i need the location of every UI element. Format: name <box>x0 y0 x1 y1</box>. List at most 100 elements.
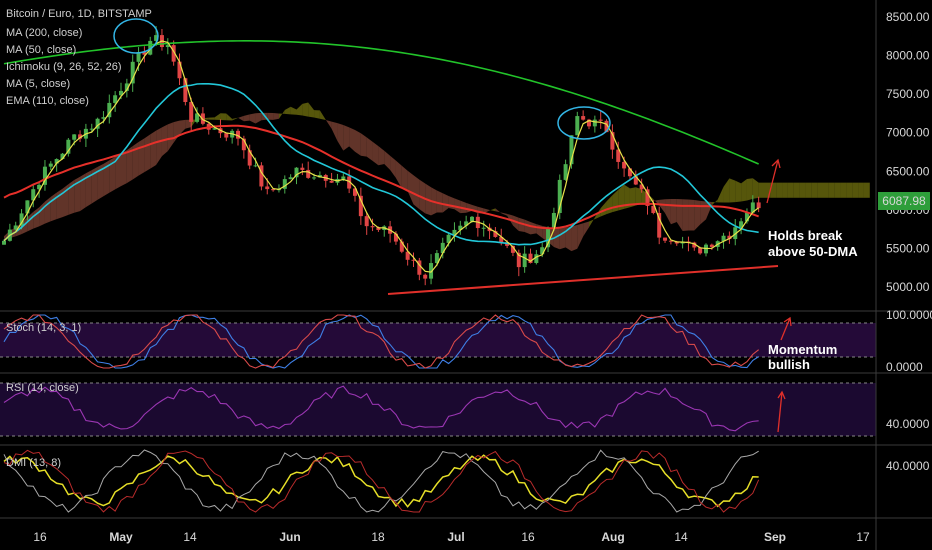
legend-dmi: DMI (13, 8) <box>6 457 61 469</box>
cloud-segment <box>846 182 853 198</box>
cloud-segment <box>823 182 829 198</box>
candle-body <box>429 263 434 279</box>
price-tick: 6500.00 <box>886 164 930 178</box>
cloud-segment <box>659 199 666 214</box>
cloud-segment <box>103 160 110 197</box>
candle-body <box>195 113 200 122</box>
cloud-segment <box>676 199 683 231</box>
cloud-segment <box>97 163 104 200</box>
candle-body <box>563 164 568 180</box>
cloud-segment <box>495 208 502 214</box>
arrow-stoch <box>780 316 792 341</box>
cloud-segment <box>238 115 244 122</box>
candle-body <box>171 45 176 62</box>
legend-ema110: EMA (110, close) <box>6 95 89 107</box>
cloud-segment <box>776 182 783 198</box>
candle-body <box>499 236 504 243</box>
rsi-band <box>0 383 876 436</box>
candle-body <box>25 200 30 214</box>
candle-body <box>130 61 135 84</box>
candle-body <box>446 234 451 243</box>
arrow-rsi <box>777 390 786 433</box>
cloud-segment <box>565 226 572 252</box>
price-tick: 5000.00 <box>886 280 930 294</box>
candle-body <box>165 45 170 48</box>
candle-body <box>557 179 562 213</box>
date-tick: 14 <box>183 530 197 544</box>
price-tick: 7000.00 <box>886 126 930 140</box>
cloud-segment <box>284 106 291 115</box>
candle-body <box>329 180 334 183</box>
candle-body <box>31 189 36 201</box>
cloud-segment <box>735 180 742 203</box>
cloud-segment <box>85 170 92 208</box>
cloud-segment <box>314 110 320 119</box>
candle-body <box>370 226 375 228</box>
rsi-tick-40: 40.0000 <box>886 417 930 431</box>
cloud-segment <box>583 221 589 237</box>
date-axis: 16 May 14 Jun 18 Jul 16 Aug 14 Sep 17 <box>33 530 870 544</box>
candle-body <box>739 221 744 228</box>
cloud-segment <box>214 113 221 120</box>
candle-body <box>616 149 621 162</box>
last-price-tag <box>878 192 930 210</box>
candle-body <box>265 186 270 190</box>
date-tick: Jul <box>447 530 464 544</box>
cloud-segment <box>460 200 467 214</box>
candle-body <box>440 242 445 254</box>
candle-body <box>546 228 551 248</box>
cloud-segment <box>115 153 121 190</box>
candle-body <box>37 184 42 190</box>
cloud-segment <box>167 122 174 152</box>
candle-body <box>721 235 726 242</box>
candle-body <box>347 176 352 189</box>
cloud-segment <box>91 166 98 204</box>
cloud-segment <box>273 112 279 120</box>
cloud-segment <box>372 141 379 166</box>
cloud-segment <box>811 182 818 198</box>
cloud-segment <box>132 142 139 180</box>
cloud-segment <box>635 187 642 206</box>
candle-body <box>393 233 398 242</box>
cloud-segment <box>220 113 227 121</box>
cloud-segment <box>144 134 151 173</box>
stoch-band <box>0 323 876 357</box>
annotation-break-2: above 50-DMA <box>768 244 858 259</box>
ma50-line <box>3 82 759 246</box>
cloud-segment <box>711 199 718 206</box>
candle-body <box>399 241 404 252</box>
date-tick: 14 <box>674 530 688 544</box>
candle-body <box>148 40 153 55</box>
candle-body <box>154 35 159 41</box>
candle-body <box>212 128 217 130</box>
date-tick: 17 <box>856 530 870 544</box>
candle-body <box>113 95 118 103</box>
cloud-segment <box>179 119 186 135</box>
cloud-segment <box>74 176 81 213</box>
candle-body <box>241 138 246 151</box>
date-tick: Jun <box>279 530 300 544</box>
ma5-line <box>3 40 760 273</box>
candle-body <box>124 83 129 91</box>
cloud-segment <box>723 178 730 203</box>
candle-body <box>727 235 732 240</box>
candle-body <box>598 119 603 121</box>
cloud-segment <box>255 112 262 124</box>
candle-body <box>569 135 574 165</box>
cloud-segment <box>302 102 309 117</box>
candle-body <box>493 231 498 237</box>
candle-body <box>733 227 738 240</box>
date-tick: 18 <box>371 530 385 544</box>
candle-body <box>224 133 229 138</box>
dmi-adx-line <box>3 454 759 508</box>
candle-body <box>42 166 47 185</box>
top-circle-may <box>113 18 159 54</box>
candle-body <box>119 90 123 96</box>
indicator-lines <box>3 314 760 513</box>
cloud-segment <box>249 113 256 124</box>
candle-body <box>458 225 463 230</box>
cloud-segment <box>688 199 695 231</box>
cloud-segment <box>553 228 560 250</box>
cloud-segment <box>308 102 315 118</box>
